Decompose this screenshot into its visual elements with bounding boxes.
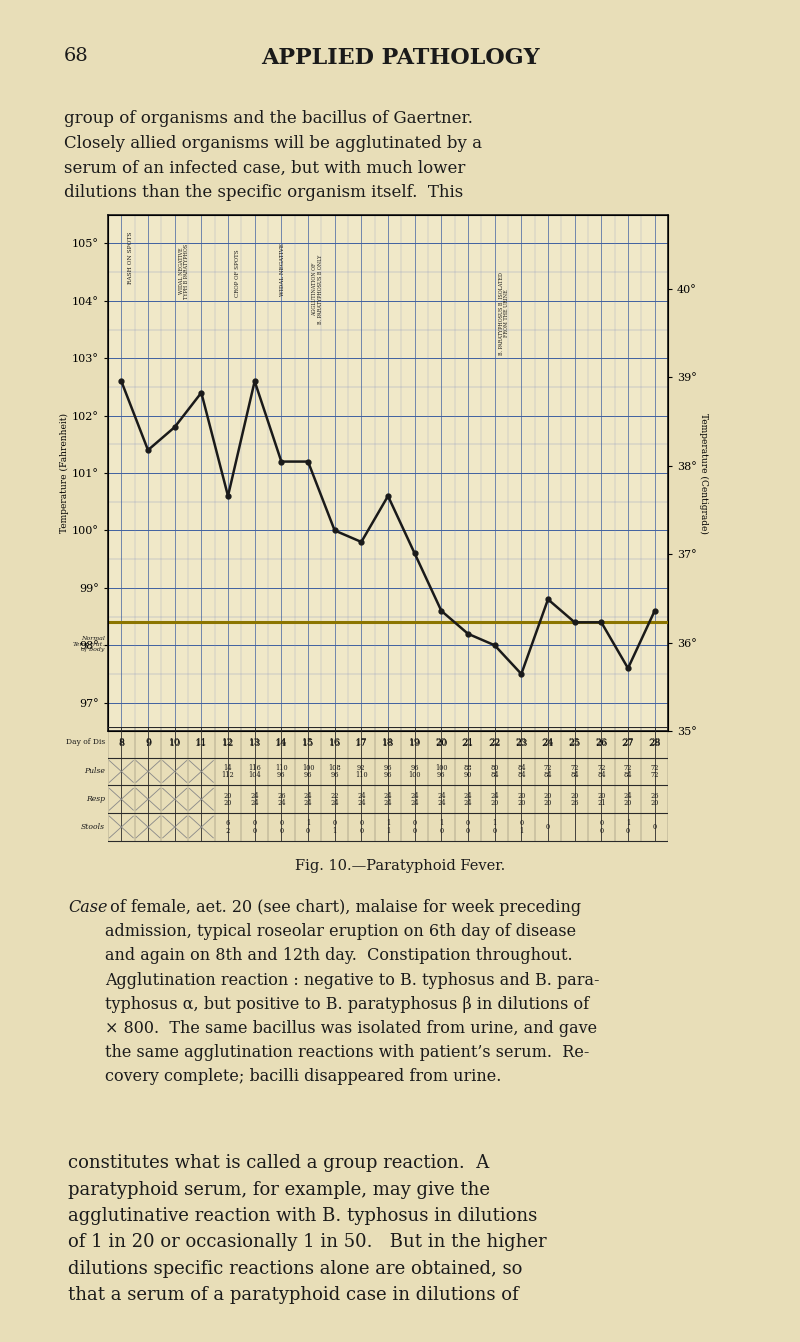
- Text: 9: 9: [145, 738, 151, 747]
- Text: Case: Case: [68, 899, 107, 917]
- Text: 72
84: 72 84: [624, 764, 632, 778]
- Text: 116
104: 116 104: [248, 764, 261, 778]
- Text: 72
84: 72 84: [597, 764, 606, 778]
- Text: Day of Dis: Day of Dis: [66, 738, 105, 746]
- Text: 26: 26: [596, 738, 607, 747]
- Text: 11: 11: [195, 738, 207, 747]
- Text: 24
24: 24 24: [464, 792, 472, 807]
- Text: 14
112: 14 112: [222, 764, 234, 778]
- Text: 24
20: 24 20: [624, 792, 632, 807]
- Text: WIDAL NEGATIVE: WIDAL NEGATIVE: [280, 243, 285, 297]
- Text: 24
20: 24 20: [490, 792, 499, 807]
- Text: 24: 24: [542, 738, 554, 747]
- Text: AGGLUTINATION OF
B. PARATYPHOSUS B ONLY: AGGLUTINATION OF B. PARATYPHOSUS B ONLY: [312, 255, 322, 325]
- Text: B. PARATYPHOSUS B. ISOLATED
FROM THE URINE: B. PARATYPHOSUS B. ISOLATED FROM THE URI…: [499, 272, 510, 356]
- Text: APPLIED PATHOLOGY: APPLIED PATHOLOGY: [261, 47, 539, 68]
- Text: 96
96: 96 96: [384, 764, 392, 778]
- Text: 0
1: 0 1: [333, 820, 337, 835]
- Text: 20
21: 20 21: [597, 792, 606, 807]
- Text: 1
0: 1 0: [493, 820, 497, 835]
- Text: 23: 23: [516, 738, 527, 747]
- Text: Normal
Temperat.
of body: Normal Temperat. of body: [73, 636, 105, 652]
- Text: group of organisms and the bacillus of Gaertner.
Closely allied organisms will b: group of organisms and the bacillus of G…: [64, 110, 482, 201]
- Text: Stools: Stools: [81, 823, 105, 831]
- Text: 100
96: 100 96: [302, 764, 314, 778]
- Text: 13: 13: [249, 738, 260, 747]
- Text: 88
90: 88 90: [464, 764, 472, 778]
- Text: 0
0: 0 0: [413, 820, 417, 835]
- Text: Fig. 10.—Paratyphoid Fever.: Fig. 10.—Paratyphoid Fever.: [295, 859, 505, 872]
- Text: 110
96: 110 96: [275, 764, 288, 778]
- Text: 1
1: 1 1: [386, 820, 390, 835]
- Text: 0
0: 0 0: [466, 820, 470, 835]
- Text: 0
0: 0 0: [359, 820, 363, 835]
- Text: 25: 25: [569, 738, 581, 747]
- Text: Resp: Resp: [86, 796, 105, 804]
- Text: 0
0: 0 0: [599, 820, 603, 835]
- Text: 92
110: 92 110: [355, 764, 368, 778]
- Text: 18: 18: [382, 738, 394, 747]
- Text: 96
100: 96 100: [409, 764, 421, 778]
- Text: 0
0: 0 0: [279, 820, 283, 835]
- Text: 16: 16: [329, 738, 341, 747]
- Y-axis label: Temperature (Centigrade): Temperature (Centigrade): [698, 412, 708, 534]
- Text: 72
84: 72 84: [544, 764, 552, 778]
- Text: 0
0: 0 0: [253, 820, 257, 835]
- Text: 14: 14: [275, 738, 287, 747]
- Text: 1
0: 1 0: [306, 820, 310, 835]
- Text: 20
20: 20 20: [544, 792, 552, 807]
- Text: 24
24: 24 24: [437, 792, 446, 807]
- Text: 19: 19: [409, 738, 421, 747]
- Text: 12: 12: [222, 738, 234, 747]
- Text: CROP OF SPOTS: CROP OF SPOTS: [235, 250, 240, 297]
- Text: 20
20: 20 20: [517, 792, 526, 807]
- Text: 22: 22: [489, 738, 500, 747]
- Text: 20: 20: [436, 738, 447, 747]
- Text: 100
96: 100 96: [435, 764, 447, 778]
- Text: WIDAL NEGATIVE
TYPH B PARATYPHOS: WIDAL NEGATIVE TYPH B PARATYPHOS: [179, 243, 190, 298]
- Text: 72
72: 72 72: [650, 764, 659, 778]
- Text: 24
24: 24 24: [357, 792, 366, 807]
- Text: 10: 10: [169, 738, 181, 747]
- Text: 26
20: 26 20: [650, 792, 659, 807]
- Text: 24
24: 24 24: [250, 792, 259, 807]
- Text: 20
26: 20 26: [570, 792, 579, 807]
- Text: 0: 0: [546, 823, 550, 831]
- Text: 72
84: 72 84: [570, 764, 579, 778]
- Text: 20
20: 20 20: [224, 792, 232, 807]
- Text: constitutes what is called a group reaction.  A
paratyphoid serum, for example, : constitutes what is called a group react…: [68, 1154, 546, 1304]
- Text: 1
0: 1 0: [626, 820, 630, 835]
- Text: 22
24: 22 24: [330, 792, 339, 807]
- Text: 24
24: 24 24: [410, 792, 419, 807]
- Text: 6
2: 6 2: [226, 820, 230, 835]
- Text: 84
84: 84 84: [517, 764, 526, 778]
- Text: 1
0: 1 0: [439, 820, 443, 835]
- Text: 0: 0: [653, 823, 657, 831]
- Text: Pulse: Pulse: [84, 768, 105, 776]
- Text: 68: 68: [64, 47, 89, 64]
- Text: 24
24: 24 24: [384, 792, 392, 807]
- Text: 27: 27: [622, 738, 634, 747]
- Text: of female, aet. 20 (see chart), malaise for week preceding
admission, typical ro: of female, aet. 20 (see chart), malaise …: [105, 899, 599, 1086]
- Text: 21: 21: [462, 738, 474, 747]
- Text: 108
96: 108 96: [328, 764, 341, 778]
- Text: 8: 8: [118, 738, 124, 747]
- Y-axis label: Temperature (Fahrenheit): Temperature (Fahrenheit): [60, 413, 70, 533]
- Text: 24
24: 24 24: [304, 792, 312, 807]
- Text: 26
24: 26 24: [277, 792, 286, 807]
- Text: 17: 17: [355, 738, 367, 747]
- Text: 80
84: 80 84: [490, 764, 499, 778]
- Text: 28: 28: [649, 738, 660, 747]
- Text: 0
1: 0 1: [519, 820, 523, 835]
- Text: 15: 15: [302, 738, 314, 747]
- Text: RASH ON SPOTS: RASH ON SPOTS: [128, 232, 133, 285]
